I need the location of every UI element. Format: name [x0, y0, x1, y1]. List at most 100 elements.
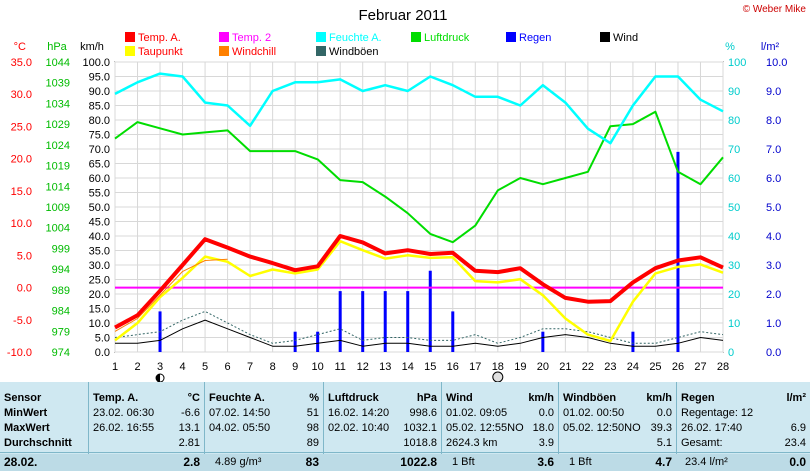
- pressure-column: Luftdruck hPa 16.02. 14:20 998.6 02.02. 10…: [324, 382, 442, 471]
- taupunkt-line: [114, 239, 724, 343]
- chart-legend: Temp. A. Temp. 2 Feuchte A. Luftdruck Regen W…: [125, 32, 638, 58]
- gust-max-value: 39.3: [650, 422, 672, 434]
- pct-axis-tick-label: 50: [728, 202, 740, 214]
- temp-current-value: 2.8: [183, 455, 200, 469]
- wind-max-value: 18.0: [532, 422, 554, 434]
- hum-max-time: 04.02. 05:50: [209, 422, 271, 434]
- pct-axis-tick-label: 80: [728, 115, 740, 127]
- hpa-axis-tick-label: 1024: [46, 140, 70, 152]
- kmh-axis-tick-label: 70.0: [89, 144, 110, 156]
- new-moon-shade: [156, 374, 161, 382]
- pct-axis-tick-label: 10: [728, 318, 740, 330]
- legend-swatch: [125, 32, 135, 42]
- legend-swatch: [219, 32, 229, 42]
- wind-current-value: 3.6: [537, 455, 554, 469]
- pct-axis-tick-label: 60: [728, 173, 740, 185]
- rain-max-value: 6.9: [790, 422, 806, 434]
- pct-axis-tick-label: 90: [728, 86, 740, 98]
- kmh-axis-tick-label: 40.0: [89, 231, 110, 243]
- x-tick-label: 7: [247, 361, 253, 373]
- series-lines: [114, 72, 724, 347]
- rain-title: Regen: [681, 392, 715, 404]
- legend-swatch: [411, 32, 421, 42]
- wind-min-value: 0.0: [538, 407, 554, 419]
- x-tick-label: 1: [112, 361, 118, 373]
- legend-label: Wind: [613, 32, 638, 44]
- rain-days: Regentage: 12: [681, 407, 754, 419]
- temp-max-value: 13.1: [178, 422, 200, 434]
- temp-axis-tick-label: 25.0: [11, 121, 32, 133]
- rain-axis-tick-label: 1.0: [766, 318, 781, 330]
- x-tick-label: 15: [424, 361, 436, 373]
- hpa-axis-tick-label: 974: [52, 347, 70, 359]
- press-max-time: 02.02. 10:40: [328, 422, 390, 434]
- kmh-axis-tick-label: 15.0: [89, 304, 110, 316]
- temp-max-time: 26.02. 16:55: [93, 422, 155, 434]
- row-label-current: 28.02.: [4, 455, 38, 469]
- gust-avg-value: 5.1: [656, 437, 672, 449]
- x-tick-label: 26: [672, 361, 684, 373]
- x-tick-label: 11: [334, 361, 345, 373]
- hum-current-abs: 4.89 g/m³: [215, 456, 262, 468]
- press-avg-value: 1018.8: [403, 437, 437, 449]
- x-tick-label: 20: [537, 361, 549, 373]
- x-tick-label: 13: [379, 361, 391, 373]
- row-label-sensor: Sensor: [4, 392, 42, 404]
- rain-total-label: Gesamt:: [681, 437, 723, 449]
- hum-min-time: 07.02. 14:50: [209, 407, 271, 419]
- feuchte-a-line: [114, 72, 724, 145]
- hpa-axis-tick-label: 1029: [46, 119, 70, 131]
- pct-axis-tick-label: 20: [728, 289, 740, 301]
- temp-axis-tick-label: 10.0: [11, 218, 32, 230]
- kmh-axis-tick-label: 55.0: [89, 188, 110, 200]
- kmh-axis-tick-label: 60.0: [89, 173, 110, 185]
- wind-distance: 2624.3 km: [446, 437, 498, 449]
- wind-unit: km/h: [528, 392, 554, 404]
- copyright-text: © Weber Mike: [743, 4, 807, 15]
- hpa-axis-tick-label: 989: [52, 285, 70, 297]
- kmh-axis-unit: km/h: [80, 41, 104, 53]
- rain-axis-tick-label: 3.0: [766, 260, 781, 272]
- kmh-axis-tick-label: 35.0: [89, 246, 110, 258]
- temp-column: Temp. A. °C 23.02. 06:30 -6.6 26.02. 16:55…: [89, 382, 205, 471]
- hpa-axis-tick-label: 1034: [46, 98, 70, 110]
- pct-axis-tick-label: 100: [728, 57, 746, 69]
- x-tick-label: 22: [582, 361, 594, 373]
- press-unit: hPa: [416, 392, 437, 404]
- legend-swatch: [316, 32, 326, 42]
- rain-axis-unit: l/m²: [761, 41, 780, 53]
- hpa-axis-tick-label: 994: [52, 264, 70, 276]
- humidity-column: Feuchte A.% 07.02. 14:50 51 04.02. 05:50 9…: [205, 382, 324, 471]
- rain-axis-tick-label: 4.0: [766, 231, 781, 243]
- rain-axis-tick-label: 0.0: [766, 347, 781, 359]
- kmh-axis-tick-label: 10.0: [89, 318, 110, 330]
- gust-min-value: 0.0: [656, 407, 672, 419]
- rain-current-total: 23.4 l/m²: [685, 456, 728, 468]
- current-row: 28.02. 2.8 4.89 g/m³ 83 1022.8 1 Bft 3.6…: [0, 454, 810, 471]
- temp-axis-tick-label: 15.0: [11, 186, 32, 198]
- x-tick-label: 19: [514, 361, 526, 373]
- x-tick-label: 23: [604, 361, 616, 373]
- kmh-axis-tick-label: 90.0: [89, 86, 110, 98]
- wind-avg-value: 3.9: [538, 437, 554, 449]
- temp-axis-unit: °C: [14, 41, 26, 53]
- chart-axes: 35.030.025.020.015.010.05.00.0-5.0-10.01…: [7, 41, 788, 373]
- x-tick-label: 16: [447, 361, 459, 373]
- rain-axis-tick-label: 9.0: [766, 86, 781, 98]
- rain-axis-tick-label: 10.0: [766, 57, 787, 69]
- legend-label: Temp. 2: [232, 32, 271, 44]
- temp-title: Temp. A.: [93, 392, 139, 404]
- gust-min-time: 01.02. 00:50: [563, 407, 625, 419]
- label-column: Sensor MinWert MaxWert Durchschnitt: [0, 382, 89, 471]
- gust-current-value: 4.7: [655, 455, 672, 469]
- gust-max-time: 05.02. 12:50NO: [563, 422, 641, 434]
- rain-axis-tick-label: 7.0: [766, 144, 781, 156]
- x-tick-label: 21: [559, 361, 571, 373]
- x-tick-label: 6: [225, 361, 231, 373]
- x-tick-label: 25: [649, 361, 661, 373]
- legend-label: Windchill: [232, 46, 276, 58]
- wind-column: Wind km/h 01.02. 09:05 0.0 05.02. 12:55NO 1…: [442, 382, 559, 471]
- x-tick-label: 14: [402, 361, 414, 373]
- x-tick-label: 12: [357, 361, 369, 373]
- row-label-max: MaxWert: [4, 422, 50, 434]
